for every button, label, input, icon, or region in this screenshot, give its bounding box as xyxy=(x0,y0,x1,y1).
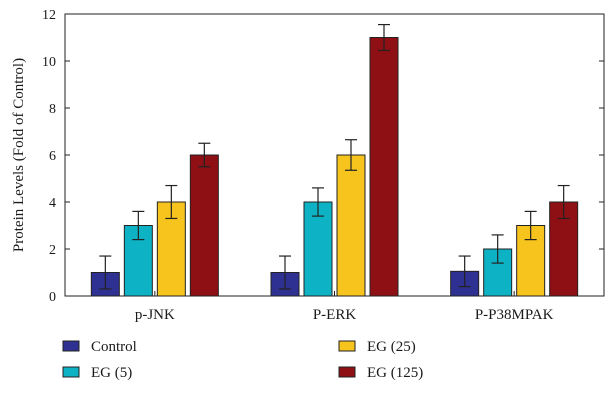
y-axis-label: Protein Levels (Fold of Control) xyxy=(11,58,27,252)
legend-swatch xyxy=(63,341,79,351)
bar xyxy=(337,155,365,296)
x-tick-label: P-ERK xyxy=(313,307,357,323)
y-tick-label: 2 xyxy=(49,243,56,258)
x-tick-label: P-P38MPAK xyxy=(475,307,554,323)
bar xyxy=(190,155,218,296)
y-tick-label: 4 xyxy=(49,196,56,211)
y-tick-label: 12 xyxy=(42,8,56,23)
legend-label: EG (125) xyxy=(367,365,423,381)
legend: Control EG (5) EG (25) EG (125) xyxy=(63,339,423,381)
plot-area xyxy=(91,25,577,296)
x-tick-label: p-JNK xyxy=(135,307,175,323)
y-tick-label: 6 xyxy=(49,149,56,164)
legend-label: EG (5) xyxy=(91,365,132,381)
y-tick-label: 0 xyxy=(49,290,56,305)
legend-label: Control xyxy=(91,339,137,355)
y-tick-label: 8 xyxy=(49,102,56,117)
legend-swatch xyxy=(339,341,355,351)
legend-swatch xyxy=(339,367,355,377)
y-tick-label: 10 xyxy=(42,55,56,70)
legend-label: EG (25) xyxy=(367,339,416,355)
bar xyxy=(370,38,398,297)
legend-swatch xyxy=(63,367,79,377)
